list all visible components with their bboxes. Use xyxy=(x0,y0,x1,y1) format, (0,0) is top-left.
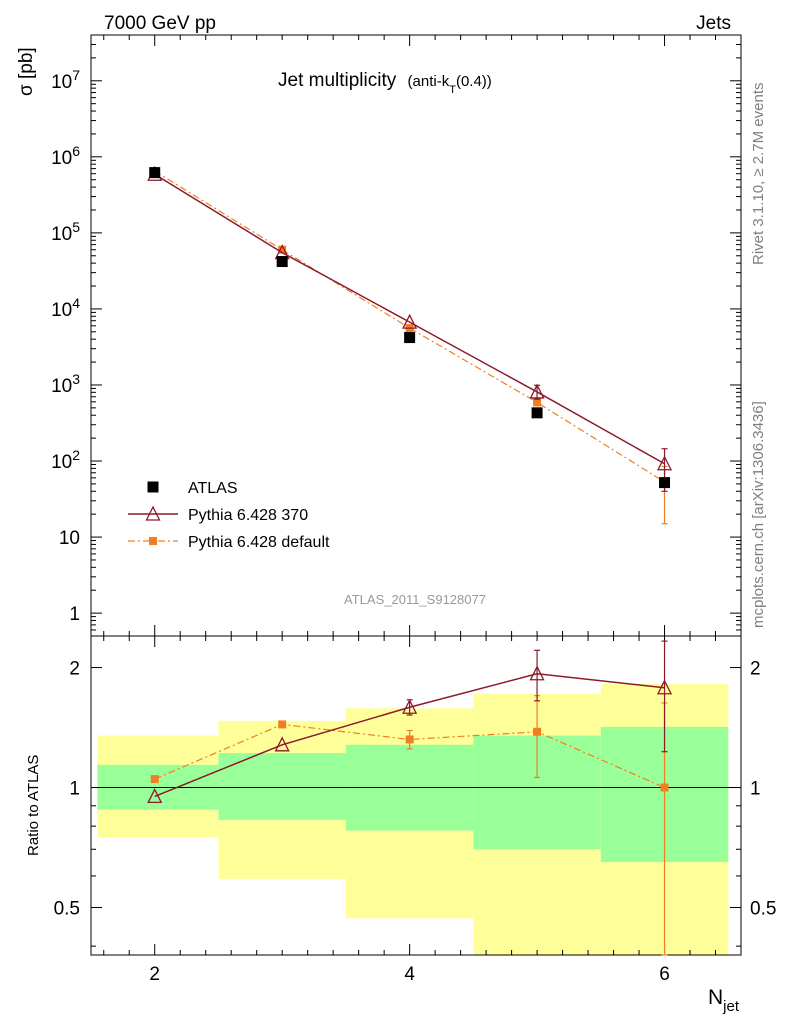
y-tick-label-exp: 5 xyxy=(72,219,80,235)
pythia-370-line xyxy=(154,173,665,465)
ratio-pythia-default-marker xyxy=(150,775,159,784)
side-label-rivet: Rivet 3.1.10, ≥ 2.7M events xyxy=(750,83,767,266)
ratio-y-tick-label-right: 1 xyxy=(750,779,761,800)
ratio-pythia-default-marker xyxy=(278,720,287,729)
plot-title-main: Jet multiplicity xyxy=(278,70,397,91)
main-y-axis-label: σ [pb] xyxy=(16,47,37,96)
ratio-y-tick-label-left: 2 xyxy=(69,659,80,680)
plot-title-sub-pre: (anti-k xyxy=(408,73,450,90)
y-tick-label-base: 10 xyxy=(51,300,72,321)
ratio-pythia-370 xyxy=(147,640,673,804)
pythia-370-marker xyxy=(529,383,545,399)
ratio-pythia-370-marker xyxy=(274,736,290,752)
ratio-band-inner xyxy=(218,753,346,820)
series-atlas xyxy=(149,167,671,489)
legend-label: Pythia 6.428 370 xyxy=(188,507,308,524)
y-tick-label: 1 xyxy=(69,604,80,625)
y-tick-label-exp: 3 xyxy=(72,371,80,387)
series-pythia-default xyxy=(150,167,669,525)
x-tick-label: 6 xyxy=(659,964,670,985)
y-tick-label: 106 xyxy=(51,143,80,169)
ratio-y-tick-label-left: 1 xyxy=(69,779,80,800)
series-layer xyxy=(147,165,673,956)
legend-label: Pythia 6.428 default xyxy=(188,534,330,551)
ratio-pythia-370-marker xyxy=(402,698,418,714)
pythia-default-marker xyxy=(278,245,287,254)
ratio-pythia-370-marker xyxy=(147,787,163,804)
plot-frames xyxy=(90,34,742,956)
ratio-pythia-370-marker xyxy=(529,665,545,681)
atlas-data-point xyxy=(149,167,161,179)
x-axis-label-sub: jet xyxy=(722,998,740,1015)
legend-pythia-370-marker xyxy=(145,505,161,521)
y-tick-label-base: 10 xyxy=(51,452,72,473)
ratio-pythia-default-marker xyxy=(405,735,414,744)
y-tick-label-exp: 7 xyxy=(72,67,80,83)
legend: ATLAS Pythia 6.428 370 Pythia 6.428 defaul… xyxy=(128,480,330,551)
x-axis-label: Njet xyxy=(708,986,740,1015)
y-tick-label: 102 xyxy=(51,447,80,473)
legend-label: ATLAS xyxy=(188,480,238,497)
y-tick-label: 104 xyxy=(51,295,80,321)
plot-title-sub-idx: T xyxy=(449,84,456,96)
ratio-y-tick-label-right: 2 xyxy=(750,659,761,680)
ratio-uncertainty-bands xyxy=(97,683,729,955)
pythia-370-marker xyxy=(402,313,418,329)
atlas-data-point xyxy=(531,407,543,419)
y-tick-label: 105 xyxy=(51,219,80,245)
ratio-pythia-default-marker xyxy=(533,727,542,736)
analysis-id-label: ATLAS_2011_S9128077 xyxy=(344,592,486,607)
x-axis-label-main: N xyxy=(708,986,723,1009)
y-tick-label-exp: 2 xyxy=(72,447,80,463)
y-tick-label: 103 xyxy=(51,371,80,397)
y-tick-label-base: 10 xyxy=(51,148,72,169)
y-tick-label-base: 10 xyxy=(51,224,72,245)
energy-label: 7000 GeV pp xyxy=(104,13,216,34)
x-tick-label: 4 xyxy=(404,964,415,985)
atlas-data-point xyxy=(404,332,416,344)
pythia-default-line xyxy=(154,170,665,483)
ratio-y-axis-label: Ratio to ATLAS xyxy=(25,755,42,856)
legend-atlas-marker xyxy=(147,481,159,493)
x-tick-label: 2 xyxy=(149,964,160,985)
pythia-default-marker xyxy=(533,398,542,407)
ratio-pythia-370-marker xyxy=(656,679,673,695)
plot-title-sub-post: (0.4)) xyxy=(456,73,492,90)
y-tick-label: 10 xyxy=(59,528,80,549)
ratio-pythia-default-line xyxy=(154,723,665,789)
y-tick-label: 107 xyxy=(51,67,80,93)
y-tick-label-exp: 4 xyxy=(72,295,80,311)
side-label-mcplots: mcplots.cern.ch [arXiv:1306.3436] xyxy=(750,401,767,628)
y-tick-label-exp: 6 xyxy=(72,143,80,159)
y-tick-label-base: 10 xyxy=(51,72,72,93)
ratio-plot-frame xyxy=(90,635,742,956)
ratio-pythia-default-marker xyxy=(660,783,669,792)
category-label: Jets xyxy=(696,13,731,34)
atlas-data-point xyxy=(659,477,671,489)
plot-title: Jet multiplicity (anti-kT(0.4)) xyxy=(278,70,492,96)
atlas-data-point xyxy=(276,256,288,268)
y-tick-label-base: 10 xyxy=(51,376,72,397)
pythia-370-marker xyxy=(656,455,673,471)
ratio-y-tick-label-right: 0.5 xyxy=(750,898,776,919)
legend-pythia-default-marker xyxy=(149,537,157,545)
ratio-y-tick-label-left: 0.5 xyxy=(54,898,80,919)
